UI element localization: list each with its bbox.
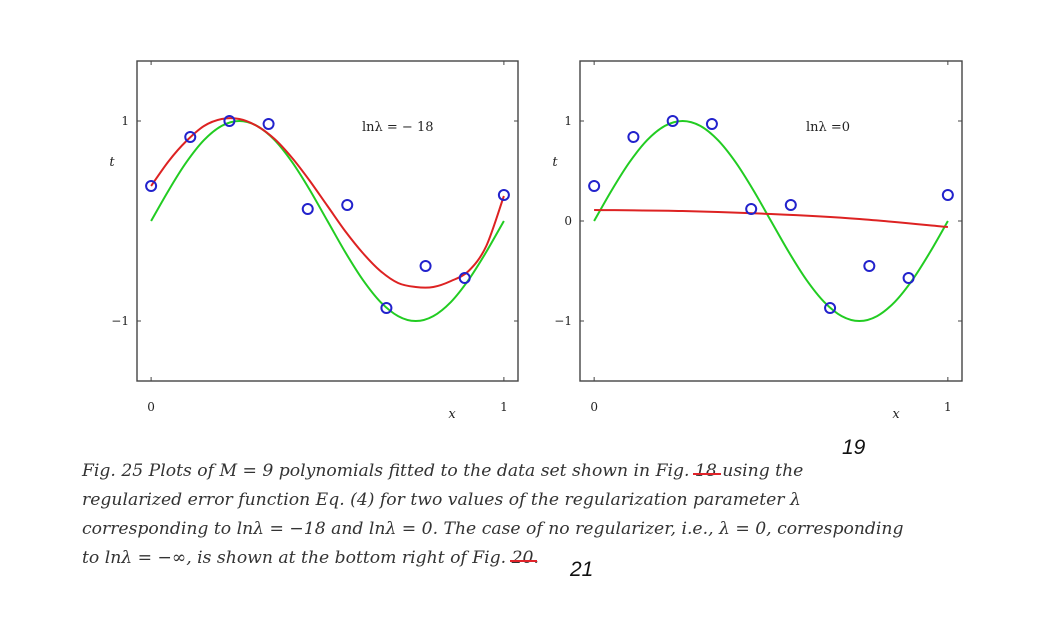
caption-text: . (533, 548, 539, 568)
data-point (784, 199, 797, 211)
x-tick-label: 1 (500, 400, 508, 414)
lambda-annotation: lnλ =0 (806, 120, 850, 135)
data-point (341, 199, 354, 211)
y-axis-label: t (109, 155, 115, 170)
data-point (588, 180, 601, 192)
y-tick-label: 1 (121, 114, 129, 128)
struck-figure-number: 18 (692, 457, 721, 486)
data-point (419, 260, 432, 272)
data-point (941, 189, 954, 201)
caption-text: using the (716, 461, 804, 481)
data-point (301, 203, 314, 215)
data-point (458, 272, 471, 284)
data-point (223, 115, 236, 127)
struck-figure-number: 20 (509, 544, 538, 573)
fitted-curve-line (594, 209, 948, 228)
handwritten-correction-bottom: 21 (570, 558, 594, 581)
y-tick-label: −1 (554, 314, 572, 328)
data-point (145, 180, 158, 192)
data-point (666, 115, 679, 127)
data-point (184, 131, 197, 143)
plot-frame (136, 60, 519, 382)
data-point (262, 118, 275, 130)
true-curve-line (593, 119, 949, 323)
true-curve-line (150, 119, 505, 323)
x-tick-label: 1 (944, 400, 952, 414)
figure-caption: Fig. 25 Plots of M = 9 polynomials fitte… (82, 457, 982, 573)
data-point (824, 302, 837, 314)
data-point (497, 189, 510, 201)
caption-line-3: corresponding to lnλ = −18 and lnλ = 0. … (82, 519, 904, 539)
data-point (705, 118, 718, 130)
x-tick-label: 0 (590, 400, 598, 414)
y-tick-label: 0 (564, 214, 572, 228)
right-plot: 1 0 −1 0 1 t x lnλ =0 (552, 60, 963, 422)
left-plot: 1 −1 0 1 t x lnλ = − 18 (109, 60, 519, 422)
caption-text: Fig. 25 Plots of M = 9 polynomials fitte… (82, 461, 695, 481)
caption-line-1: Fig. 25 Plots of M = 9 polynomials fitte… (82, 457, 982, 486)
data-point (380, 302, 393, 314)
handwritten-correction-top: 19 (842, 436, 866, 459)
y-tick-label: −1 (111, 314, 129, 328)
x-tick-label: 0 (147, 400, 155, 414)
x-axis-label: x (448, 407, 456, 422)
y-tick-label: 1 (564, 114, 572, 128)
data-point (902, 272, 915, 284)
data-point (627, 131, 640, 143)
x-axis-label: x (892, 407, 900, 422)
caption-line-4: to lnλ = −∞, is shown at the bottom righ… (82, 544, 982, 573)
fitted-curve-line (150, 117, 505, 289)
y-axis-label: t (552, 155, 558, 170)
data-point (863, 260, 876, 272)
caption-line-2: regularized error function Eq. (4) for t… (82, 490, 801, 510)
caption-text: to lnλ = −∞, is shown at the bottom righ… (82, 548, 512, 568)
lambda-annotation: lnλ = − 18 (362, 120, 434, 135)
data-point (745, 203, 758, 215)
